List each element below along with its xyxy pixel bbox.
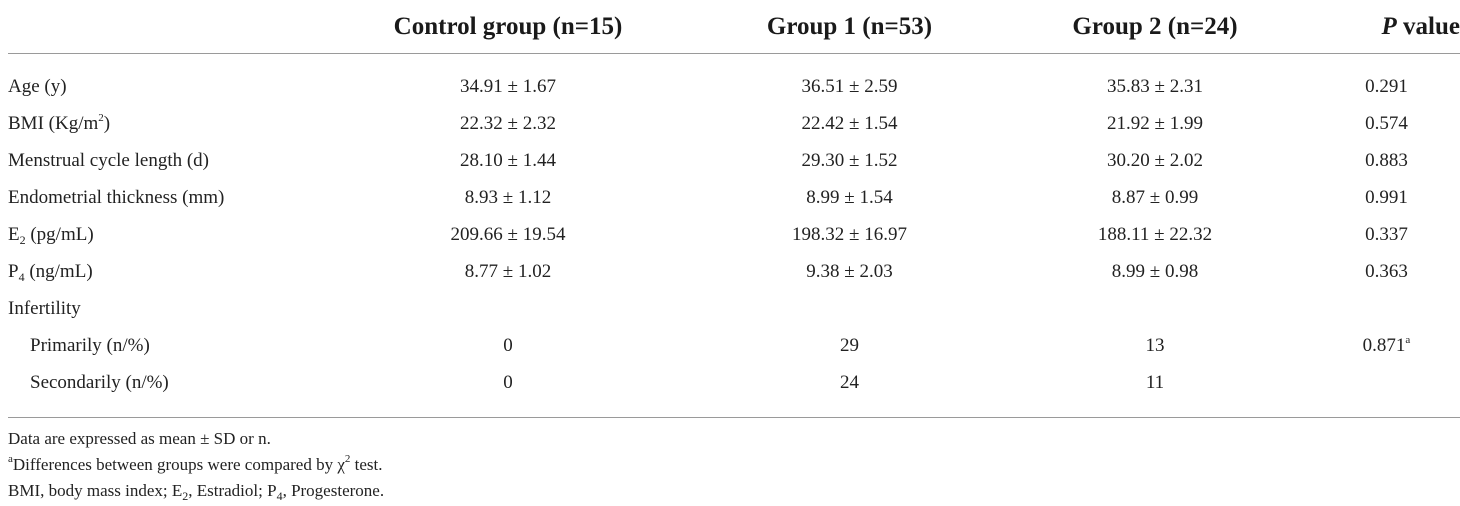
row-label: P4 (ng/mL) <box>8 253 314 290</box>
table-row: Menstrual cycle length (d) 28.10 ± 1.44 … <box>8 142 1460 179</box>
footnote-subscript: 2 <box>182 489 189 503</box>
chi-symbol: χ <box>337 455 345 474</box>
footnote-line: BMI, body mass index; E2, Estradiol; P4,… <box>8 478 384 504</box>
row-label: E2 (pg/mL) <box>8 216 314 253</box>
footnote-text: BMI, body mass index; E <box>8 481 183 500</box>
section-label: Infertility <box>8 297 81 319</box>
cell-control: 0 <box>503 334 513 356</box>
cell-p-value: 0.363 <box>1365 260 1408 282</box>
footnote-line: aDifferences between groups were compare… <box>8 452 384 478</box>
cell-group2: 30.20 ± 2.02 <box>1107 149 1203 171</box>
label-superscript: 2 <box>98 111 104 124</box>
label-subscript: 4 <box>18 269 25 284</box>
cell-p-value: 0.871a <box>1313 327 1460 364</box>
footnote-line: Data are expressed as mean ± SD or n. <box>8 429 271 448</box>
cell-control: 28.10 ± 1.44 <box>460 149 556 171</box>
table-row: Primarily (n/%) 0 29 13 0.871a <box>8 327 1460 364</box>
cell-control: 8.77 ± 1.02 <box>464 260 552 282</box>
p-value-text: 0.871 <box>1362 334 1406 356</box>
row-label: BMI (Kg/m2) <box>8 105 314 142</box>
label-text: (pg/mL) <box>25 223 94 245</box>
label-text: (ng/mL) <box>24 260 93 282</box>
cell-group1: 36.51 ± 2.59 <box>801 75 898 97</box>
data-table: Control group (n=15) Group 1 (n=53) Grou… <box>8 0 1460 418</box>
table-container: Control group (n=15) Group 1 (n=53) Grou… <box>8 0 1460 418</box>
cell-group2: 21.92 ± 1.99 <box>1107 112 1203 134</box>
cell-control: 34.91 ± 1.67 <box>460 75 556 97</box>
cell-group1: 9.38 ± 2.03 <box>806 260 893 282</box>
header-p-value: P value <box>1313 0 1460 54</box>
header-group-1: Group 1 (n=53) <box>702 0 997 54</box>
cell-p-value: 0.291 <box>1365 75 1408 97</box>
cell-group2: 8.99 ± 0.98 <box>1111 260 1199 282</box>
cell-group1: 8.99 ± 1.54 <box>806 186 893 208</box>
cell-control: 0 <box>314 364 702 418</box>
cell-group1: 24 <box>702 364 997 418</box>
footnote-text: , Estradiol; P <box>188 481 277 500</box>
label-subscript: 2 <box>19 232 26 247</box>
table-row: Endometrial thickness (mm) 8.93 ± 1.12 8… <box>8 179 1460 216</box>
cell-control: 22.32 ± 2.32 <box>460 112 556 134</box>
cell-group2: 13 <box>1145 334 1165 356</box>
label-text: P <box>8 260 19 282</box>
label-text: BMI (Kg/m <box>8 112 99 134</box>
label-text: ) <box>103 112 111 134</box>
cell-group2: 11 <box>997 364 1313 418</box>
row-label: Secondarily (n/%) <box>8 364 314 418</box>
header-blank <box>8 0 314 54</box>
table-row-section: Infertility <box>8 290 1460 327</box>
chi-superscript: 2 <box>344 453 351 465</box>
row-label: Endometrial thickness (mm) <box>8 186 225 208</box>
row-label: Age (y) <box>8 75 67 97</box>
cell-group2: 35.83 ± 2.31 <box>1107 75 1203 97</box>
cell-control: 209.66 ± 19.54 <box>450 223 566 245</box>
cell-p-value: 0.883 <box>1365 149 1408 171</box>
cell-control: 8.93 ± 1.12 <box>464 186 552 208</box>
cell-group2: 8.87 ± 0.99 <box>1111 186 1199 208</box>
header-control-group: Control group (n=15) <box>314 0 702 54</box>
cell-p-value: 0.574 <box>1365 112 1408 134</box>
table-row: Age (y) 34.91 ± 1.67 36.51 ± 2.59 35.83 … <box>8 54 1460 106</box>
cell-group1: 198.32 ± 16.97 <box>792 223 907 245</box>
table-row: P4 (ng/mL) 8.77 ± 1.02 9.38 ± 2.03 8.99 … <box>8 253 1460 290</box>
footnote-text: Differences between groups were compared… <box>12 455 338 474</box>
cell-group1: 29 <box>840 334 859 356</box>
footnote-subscript: 4 <box>276 489 283 503</box>
table-row: Secondarily (n/%) 0 24 11 <box>8 364 1460 418</box>
footnote-marker: a <box>8 453 13 465</box>
header-row: Control group (n=15) Group 1 (n=53) Grou… <box>8 0 1460 54</box>
header-group-2: Group 2 (n=24) <box>997 0 1313 54</box>
row-label: Primarily (n/%) <box>30 334 150 356</box>
table-footnotes: Data are expressed as mean ± SD or n. aD… <box>8 426 384 504</box>
cell-p-value: 0.991 <box>1365 186 1408 208</box>
footnote-marker: a <box>1405 333 1411 346</box>
footnote-text: test. <box>350 455 383 474</box>
cell-group2: 188.11 ± 22.32 <box>1097 223 1213 245</box>
p-value-label: value <box>1396 12 1460 40</box>
footnote-text: , Progesterone. <box>282 481 385 500</box>
cell-p-value <box>1313 364 1460 418</box>
cell-group1: 29.30 ± 1.52 <box>801 149 898 171</box>
cell-p-value: 0.337 <box>1365 223 1408 245</box>
p-italic: P <box>1381 12 1397 40</box>
cell-group1: 22.42 ± 1.54 <box>801 112 898 134</box>
table-row: E2 (pg/mL) 209.66 ± 19.54 198.32 ± 16.97… <box>8 216 1460 253</box>
row-label: Menstrual cycle length (d) <box>8 149 210 171</box>
table-row: BMI (Kg/m2) 22.32 ± 2.32 22.42 ± 1.54 21… <box>8 105 1460 142</box>
label-text: E <box>8 223 20 245</box>
